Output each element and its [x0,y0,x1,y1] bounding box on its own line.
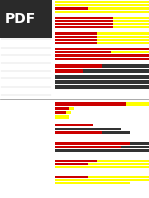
Bar [88,8,149,10]
Bar [55,64,102,68]
Bar [55,54,149,57]
Bar [55,107,69,110]
Bar [97,39,149,41]
Bar [97,42,149,44]
Bar [55,8,88,10]
Bar [0,0,52,38]
Bar [113,20,149,22]
Bar [55,58,149,60]
Bar [55,179,149,181]
Bar [55,26,113,28]
Bar [55,146,121,148]
Bar [111,51,149,53]
Bar [69,107,74,110]
Bar [102,64,149,68]
Bar [121,146,149,148]
Bar [55,69,83,73]
Bar [61,10,149,13]
Bar [130,142,149,145]
Bar [55,85,149,89]
Bar [55,48,149,50]
Bar [55,142,130,145]
Bar [55,102,125,106]
Bar [55,10,61,13]
Bar [88,163,149,165]
Bar [55,42,97,44]
Bar [55,160,97,162]
Bar [113,17,149,19]
Bar [83,69,149,73]
Bar [55,115,69,119]
Bar [55,124,93,127]
Bar [55,1,149,3]
Bar [55,4,149,7]
Bar [88,176,149,178]
Bar [55,51,111,53]
Bar [55,17,113,19]
Bar [113,26,149,28]
Bar [55,80,149,84]
Bar [55,128,121,130]
Bar [113,23,149,25]
Bar [97,36,149,38]
Bar [55,36,97,38]
Bar [55,131,102,134]
Bar [125,102,149,106]
Bar [55,20,113,22]
Bar [55,163,88,165]
Bar [66,111,71,114]
Bar [55,111,66,114]
Bar [55,166,149,168]
Bar [97,160,149,162]
Bar [55,39,97,41]
Bar [55,176,88,178]
Bar [55,75,149,79]
Bar [102,131,130,134]
Bar [97,32,149,35]
Bar [55,23,113,25]
Bar [55,32,97,35]
Text: PDF: PDF [4,12,36,26]
Bar [55,149,149,152]
Bar [55,182,130,184]
